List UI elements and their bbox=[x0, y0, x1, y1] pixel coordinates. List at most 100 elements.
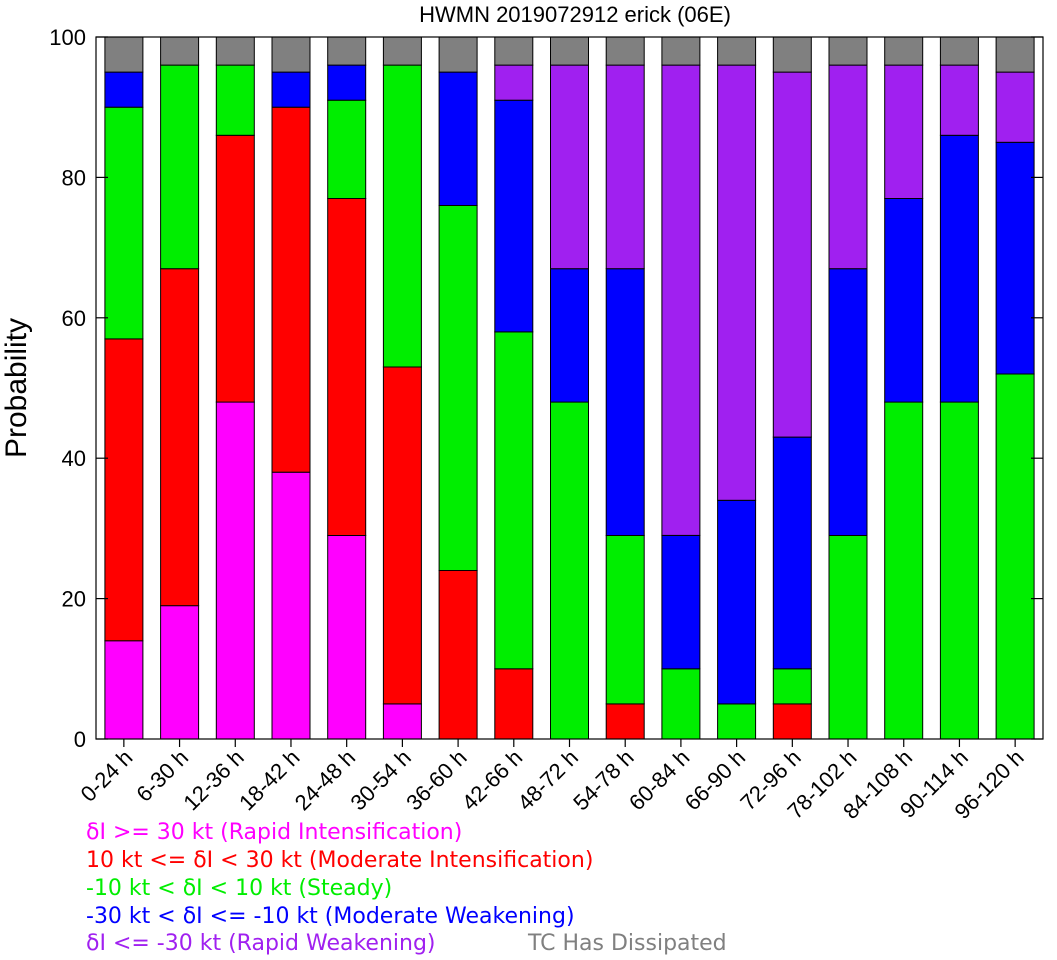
bar-segment-36-60h-s1 bbox=[438, 570, 478, 740]
chart-title: HWMN 2019072912 erick (06E) bbox=[419, 2, 731, 27]
bar-segment-54-78h-s3 bbox=[605, 268, 645, 536]
bar-segment-72-96h-s3 bbox=[772, 436, 812, 670]
legend-entry-moderate-weakening: -30 kt < δI <= -10 kt (Moderate Weakenin… bbox=[86, 904, 575, 929]
bar-segment-96-120h-s4 bbox=[995, 71, 1035, 143]
bar-segment-36-60h-s2 bbox=[438, 205, 478, 571]
bar-segment-18-42h-s1 bbox=[271, 106, 311, 473]
bar-segment-72-96h-s1 bbox=[772, 703, 812, 740]
x-tick-label: 36-60 h bbox=[401, 745, 471, 815]
bar-segment-36-60h-s3 bbox=[438, 71, 478, 206]
bar-segment-48-72h-s4 bbox=[550, 64, 589, 270]
bar-segment-78-102h-s3 bbox=[828, 268, 868, 536]
bar-segment-84-108h-s2 bbox=[884, 401, 924, 740]
bar-segment-72-96h-s2 bbox=[772, 668, 812, 705]
legend-entry-rapid-intensification: δI >= 30 kt (Rapid Intensification) bbox=[86, 820, 463, 845]
x-tick-label: 60-84 h bbox=[624, 745, 694, 815]
bar-segment-90-114h-s3 bbox=[939, 134, 979, 403]
bar-segment-54-78h-s2 bbox=[605, 534, 645, 705]
legend-entry-steady: -10 kt < δI < 10 kt (Steady) bbox=[86, 876, 393, 901]
bar-segment-30-54h-s5 bbox=[382, 36, 422, 66]
bar-segment-78-102h-s4 bbox=[828, 64, 868, 270]
bar-segment-78-102h-s2 bbox=[828, 534, 868, 740]
bar-segment-30-54h-s1 bbox=[382, 366, 422, 705]
bar-segment-18-42h-s0 bbox=[271, 471, 311, 740]
bar-segment-12-36h-s5 bbox=[215, 36, 255, 66]
bars-layer bbox=[104, 36, 1035, 740]
bar-segment-12-36h-s2 bbox=[215, 64, 255, 136]
x-tick-label: 54-78 h bbox=[568, 745, 638, 815]
x-tick-label: 30-54 h bbox=[345, 745, 415, 815]
bar-segment-30-54h-s0 bbox=[382, 703, 422, 740]
bar-segment-36-60h-s5 bbox=[438, 36, 478, 73]
bar-segment-24-48h-s3 bbox=[327, 64, 367, 101]
bar-segment-84-108h-s4 bbox=[884, 64, 924, 199]
legend-entry-rapid-weakening: δI <= -30 kt (Rapid Weakening) bbox=[86, 931, 436, 956]
x-tick-label: 0-24 h bbox=[76, 745, 138, 807]
bar-segment-24-48h-s5 bbox=[327, 36, 367, 66]
bar-segment-78-102h-s5 bbox=[828, 36, 868, 66]
bar-segment-0-24h-s5 bbox=[104, 36, 144, 73]
y-axis-label: Probability bbox=[0, 318, 33, 458]
bar-segment-0-24h-s1 bbox=[104, 338, 144, 642]
bar-segment-12-36h-s1 bbox=[215, 134, 255, 403]
bar-segment-12-36h-s0 bbox=[215, 401, 255, 740]
bar-segment-60-84h-s5 bbox=[661, 36, 701, 66]
bar-segment-42-66h-s3 bbox=[494, 99, 534, 333]
y-tick-label: 20 bbox=[62, 587, 86, 612]
bar-segment-90-114h-s4 bbox=[939, 64, 979, 136]
x-tick-label: 66-90 h bbox=[680, 745, 750, 815]
bar-segment-54-78h-s4 bbox=[605, 64, 645, 270]
bar-segment-48-72h-s2 bbox=[550, 401, 589, 740]
bar-segment-18-42h-s5 bbox=[271, 36, 311, 73]
bar-segment-48-72h-s5 bbox=[550, 36, 589, 66]
bar-segment-54-78h-s1 bbox=[605, 703, 645, 740]
bar-segment-60-84h-s3 bbox=[661, 534, 701, 670]
bar-segment-0-24h-s3 bbox=[104, 71, 144, 108]
bar-segment-6-30h-s5 bbox=[160, 36, 200, 66]
bar-segment-54-78h-s5 bbox=[605, 36, 645, 66]
bar-segment-6-30h-s0 bbox=[160, 605, 200, 740]
bar-segment-96-120h-s3 bbox=[995, 141, 1035, 375]
bar-segment-6-30h-s2 bbox=[160, 64, 200, 270]
x-tick-label: 18-42 h bbox=[234, 745, 304, 815]
bar-segment-84-108h-s3 bbox=[884, 198, 924, 403]
y-tick-label: 60 bbox=[62, 306, 86, 331]
bar-segment-30-54h-s2 bbox=[382, 64, 422, 368]
bar-segment-6-30h-s1 bbox=[160, 268, 200, 607]
bar-segment-42-66h-s1 bbox=[494, 668, 534, 740]
y-tick-label: 40 bbox=[62, 446, 86, 471]
bar-segment-42-66h-s2 bbox=[494, 331, 534, 670]
y-tick-label: 100 bbox=[49, 25, 86, 50]
bar-segment-66-90h-s4 bbox=[717, 64, 757, 501]
bar-segment-72-96h-s5 bbox=[772, 36, 812, 73]
x-tick-label: 24-48 h bbox=[290, 745, 360, 815]
bar-segment-24-48h-s2 bbox=[327, 99, 367, 199]
x-tick-label: 42-66 h bbox=[457, 745, 527, 815]
bar-segment-48-72h-s3 bbox=[550, 268, 589, 403]
bar-segment-96-120h-s5 bbox=[995, 36, 1035, 73]
bar-segment-72-96h-s4 bbox=[772, 71, 812, 438]
x-tick-label: 12-36 h bbox=[178, 745, 248, 815]
bar-segment-90-114h-s5 bbox=[939, 36, 979, 66]
bar-segment-60-84h-s2 bbox=[661, 668, 701, 740]
bar-segment-24-48h-s0 bbox=[327, 534, 367, 740]
bar-segment-24-48h-s1 bbox=[327, 198, 367, 536]
y-tick-label: 80 bbox=[62, 165, 86, 190]
bar-segment-18-42h-s3 bbox=[271, 71, 311, 108]
bar-segment-42-66h-s5 bbox=[494, 36, 534, 66]
bar-segment-42-66h-s4 bbox=[494, 64, 534, 101]
bar-segment-66-90h-s2 bbox=[717, 703, 757, 740]
bar-segment-90-114h-s2 bbox=[939, 401, 979, 740]
legend-entry-dissipated: TC Has Dissipated bbox=[528, 931, 727, 956]
bar-segment-60-84h-s4 bbox=[661, 64, 701, 536]
bar-segment-66-90h-s5 bbox=[717, 36, 757, 66]
bar-segment-96-120h-s2 bbox=[995, 373, 1035, 740]
bar-segment-0-24h-s2 bbox=[104, 106, 144, 340]
legend-entry-moderate-intensification: 10 kt <= δI < 30 kt (Moderate Intensific… bbox=[86, 848, 594, 873]
bar-segment-84-108h-s5 bbox=[884, 36, 924, 66]
bar-segment-66-90h-s3 bbox=[717, 499, 757, 705]
y-tick-label: 0 bbox=[74, 727, 86, 752]
bar-segment-0-24h-s0 bbox=[104, 640, 144, 740]
x-tick-label: 48-72 h bbox=[513, 745, 583, 815]
